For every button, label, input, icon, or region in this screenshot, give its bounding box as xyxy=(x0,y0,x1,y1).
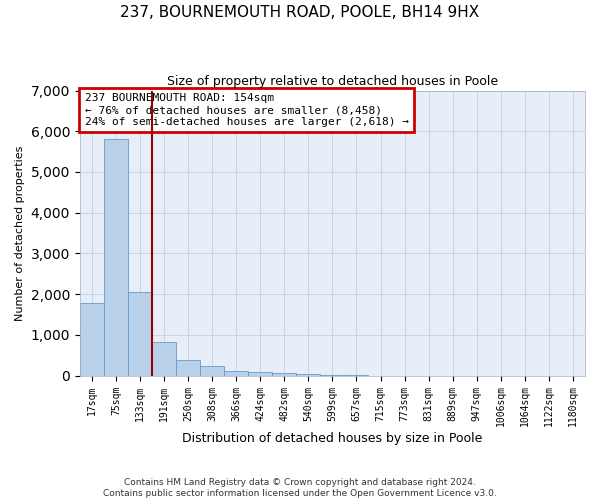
Bar xyxy=(200,366,224,376)
Bar xyxy=(248,372,272,376)
Bar xyxy=(296,374,320,376)
Text: 237 BOURNEMOUTH ROAD: 154sqm
← 76% of detached houses are smaller (8,458)
24% of: 237 BOURNEMOUTH ROAD: 154sqm ← 76% of de… xyxy=(85,94,409,126)
Y-axis label: Number of detached properties: Number of detached properties xyxy=(15,146,25,321)
Bar xyxy=(80,302,104,376)
Text: Contains HM Land Registry data © Crown copyright and database right 2024.
Contai: Contains HM Land Registry data © Crown c… xyxy=(103,478,497,498)
Bar xyxy=(176,360,200,376)
X-axis label: Distribution of detached houses by size in Poole: Distribution of detached houses by size … xyxy=(182,432,482,445)
Bar xyxy=(224,370,248,376)
Title: Size of property relative to detached houses in Poole: Size of property relative to detached ho… xyxy=(167,75,498,88)
Bar xyxy=(104,140,128,376)
Bar xyxy=(128,292,152,376)
Bar xyxy=(152,342,176,376)
Text: 237, BOURNEMOUTH ROAD, POOLE, BH14 9HX: 237, BOURNEMOUTH ROAD, POOLE, BH14 9HX xyxy=(121,5,479,20)
Bar xyxy=(272,372,296,376)
